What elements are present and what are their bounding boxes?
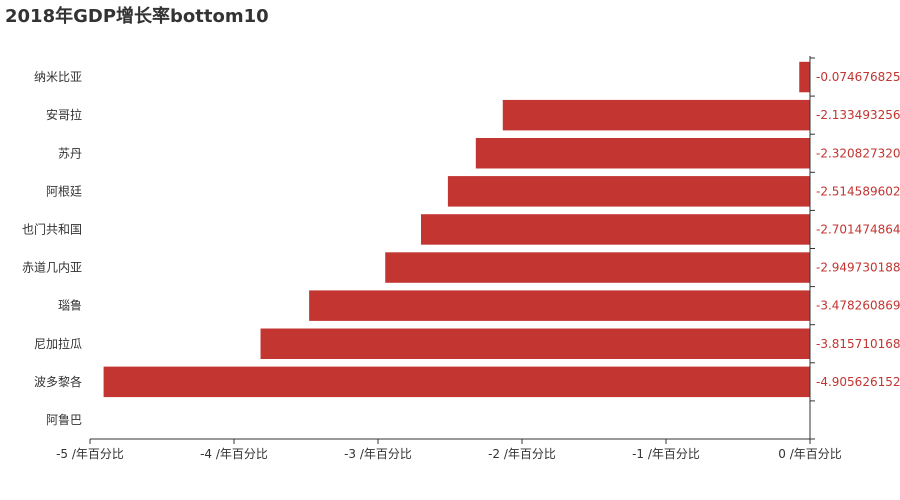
x-tick-label-2: -4 /年百分比 [200, 447, 268, 461]
x-tick-label-3: -3 /年百分比 [344, 447, 412, 461]
value-label-9: -4.9056261525 [816, 375, 900, 389]
value-label-5: -2.7014748649 [816, 222, 900, 236]
x-tick-label-1: -5 /年百分比 [56, 447, 124, 461]
category-label-7: 瑙鲁 [58, 299, 82, 313]
category-label-6: 赤道几内亚 [22, 261, 82, 275]
bar-9 [103, 366, 810, 398]
axis-layer [89, 56, 815, 444]
bar-5 [420, 214, 810, 245]
value-label-4: -2.5145896024 [816, 184, 900, 198]
value-label-1: -0.0746768253 [816, 70, 900, 84]
value-label-3: -2.3208273208 [816, 146, 900, 160]
category-label-10: 阿鲁巴 [46, 413, 82, 427]
category-label-9: 波多黎各 [34, 374, 82, 389]
category-label-8: 尼加拉瓜 [34, 336, 82, 351]
chart-title: 2018年GDP增长率bottom10 [5, 6, 269, 27]
value-label-8: -3.8157101687 [816, 337, 900, 351]
value-label-7: -3.4782608695 [816, 299, 900, 313]
bar-8 [260, 328, 811, 359]
bar-2 [502, 99, 810, 131]
x-tick-label-5: -1 /年百分比 [632, 447, 700, 461]
bar-1 [799, 61, 810, 93]
category-label-1: 纳米比亚 [34, 70, 82, 84]
x-tick-label-4: -2 /年百分比 [488, 447, 556, 461]
x-tick-label-6: 0 /年百分比 [778, 447, 842, 461]
category-label-5: 也门共和国 [22, 221, 82, 236]
bar-4 [447, 176, 810, 207]
bar-6 [385, 252, 810, 283]
category-label-3: 苏丹 [58, 146, 82, 160]
category-label-2: 安哥拉 [46, 107, 82, 122]
bar-7 [309, 290, 810, 321]
category-label-4: 阿根廷 [46, 184, 82, 198]
value-label-2: -2.1334932567 [816, 108, 900, 122]
bar-3 [475, 138, 810, 169]
labels-layer: -0.0746768253 纳米比亚 -2.1334932567 安哥拉 -2.3208… [22, 70, 900, 461]
bars-layer [103, 61, 811, 398]
value-label-6: -2.9497301888 [816, 261, 900, 275]
